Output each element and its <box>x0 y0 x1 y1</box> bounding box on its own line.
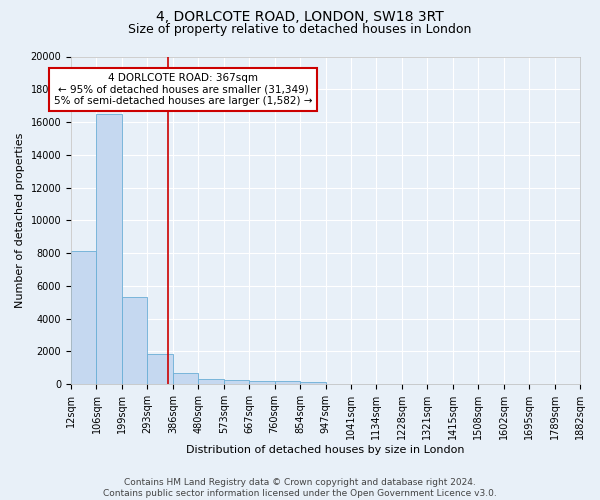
Text: 4, DORLCOTE ROAD, LONDON, SW18 3RT: 4, DORLCOTE ROAD, LONDON, SW18 3RT <box>156 10 444 24</box>
X-axis label: Distribution of detached houses by size in London: Distribution of detached houses by size … <box>186 445 465 455</box>
Bar <box>122 298 148 384</box>
Bar <box>198 379 224 384</box>
Bar <box>224 380 249 384</box>
Text: Contains HM Land Registry data © Crown copyright and database right 2024.
Contai: Contains HM Land Registry data © Crown c… <box>103 478 497 498</box>
Y-axis label: Number of detached properties: Number of detached properties <box>15 132 25 308</box>
Text: Size of property relative to detached houses in London: Size of property relative to detached ho… <box>128 22 472 36</box>
Bar <box>275 381 300 384</box>
Bar <box>148 354 173 384</box>
Bar <box>249 381 275 384</box>
Bar <box>173 373 198 384</box>
Text: 4 DORLCOTE ROAD: 367sqm
← 95% of detached houses are smaller (31,349)
5% of semi: 4 DORLCOTE ROAD: 367sqm ← 95% of detache… <box>54 73 312 106</box>
Bar <box>300 382 326 384</box>
Bar <box>97 114 122 384</box>
Bar <box>71 252 97 384</box>
